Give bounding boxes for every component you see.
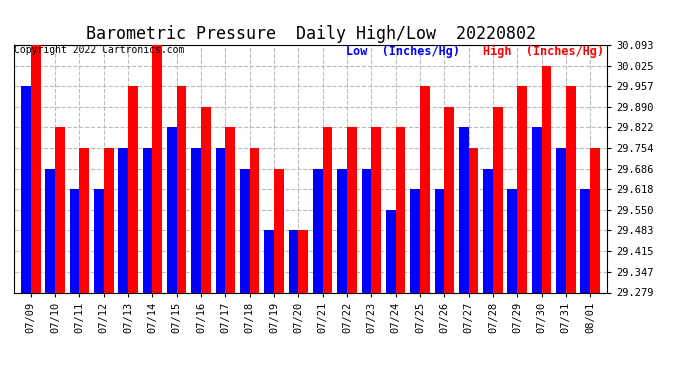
Bar	[288, 231, 298, 292]
Bar	[226, 128, 235, 292]
Bar	[31, 45, 41, 292]
Bar	[104, 148, 114, 292]
Bar	[507, 189, 518, 292]
Bar	[152, 45, 162, 292]
Bar	[274, 169, 284, 292]
Text: Low  (Inches/Hg): Low (Inches/Hg)	[346, 45, 460, 58]
Bar	[21, 86, 31, 292]
Bar	[94, 189, 104, 292]
Bar	[79, 148, 89, 292]
Bar	[191, 148, 201, 292]
Bar	[420, 86, 430, 292]
Text: Copyright 2022 Cartronics.com: Copyright 2022 Cartronics.com	[14, 45, 184, 55]
Bar	[298, 231, 308, 292]
Bar	[386, 210, 395, 292]
Bar	[250, 148, 259, 292]
Bar	[580, 189, 590, 292]
Bar	[411, 189, 420, 292]
Bar	[435, 189, 444, 292]
Text: High  (Inches/Hg): High (Inches/Hg)	[482, 45, 604, 58]
Bar	[201, 107, 210, 292]
Bar	[566, 86, 575, 292]
Bar	[240, 169, 250, 292]
Bar	[444, 107, 454, 292]
Bar	[143, 148, 152, 292]
Bar	[128, 86, 138, 292]
Bar	[216, 148, 226, 292]
Bar	[70, 189, 79, 292]
Bar	[590, 148, 600, 292]
Bar	[469, 148, 478, 292]
Bar	[337, 169, 347, 292]
Bar	[371, 128, 381, 292]
Bar	[55, 128, 65, 292]
Bar	[347, 128, 357, 292]
Bar	[459, 128, 469, 292]
Bar	[518, 86, 527, 292]
Bar	[362, 169, 371, 292]
Title: Barometric Pressure  Daily High/Low  20220802: Barometric Pressure Daily High/Low 20220…	[86, 26, 535, 44]
Bar	[46, 169, 55, 292]
Bar	[313, 169, 323, 292]
Bar	[167, 128, 177, 292]
Bar	[532, 128, 542, 292]
Bar	[483, 169, 493, 292]
Bar	[542, 66, 551, 292]
Bar	[556, 148, 566, 292]
Bar	[119, 148, 128, 292]
Bar	[395, 128, 405, 292]
Bar	[323, 128, 333, 292]
Bar	[493, 107, 502, 292]
Bar	[264, 231, 274, 292]
Bar	[177, 86, 186, 292]
